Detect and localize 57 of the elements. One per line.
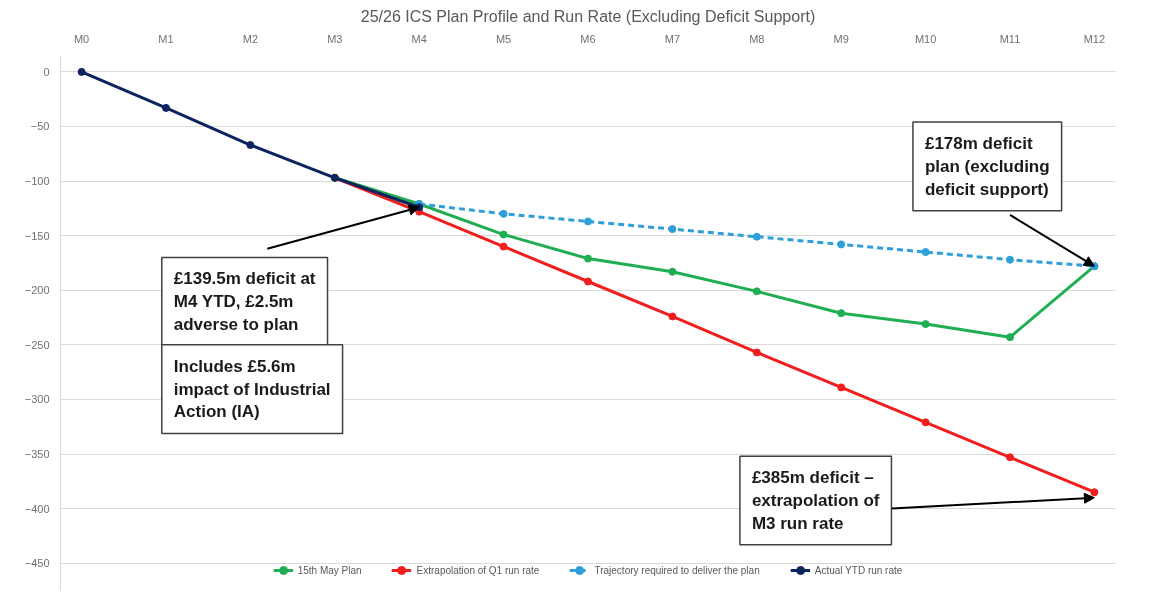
point: [77, 67, 86, 76]
point: [1006, 255, 1014, 264]
x-tick-label: M5: [495, 32, 512, 45]
point: [499, 230, 508, 239]
point: [837, 383, 846, 392]
x-tick-label: M2: [242, 32, 259, 45]
point: [162, 103, 170, 112]
y-tick-label: −150: [24, 229, 50, 242]
chart-title: 25/26 ICS Plan Profile and Run Rate (Excluding Deficit Support): [360, 7, 816, 25]
y-tick-label: −450: [24, 557, 50, 570]
point: [668, 312, 677, 321]
annotation: £385m deficit – extrapolation of M3 run rate: [751, 468, 880, 533]
y-tick-label: −350: [24, 448, 50, 461]
x-tick-label: M10: [914, 32, 937, 45]
legend-label: 15th May Plan: [297, 564, 362, 576]
y-tick-label: 0: [43, 65, 50, 78]
y-tick-label: −100: [24, 175, 50, 188]
legend-label: Actual YTD run rate: [814, 564, 903, 576]
annotation: Includes £5.6m impact of Industrial Action (IA): [173, 356, 331, 422]
x-tick-label: M0: [73, 32, 90, 45]
x-tick-label: M11: [999, 32, 1021, 45]
point: [752, 287, 761, 296]
point: [837, 309, 846, 318]
point: [752, 348, 761, 357]
point: [921, 418, 930, 427]
point: [1090, 488, 1099, 497]
point: [752, 232, 761, 241]
y-tick-label: −50: [30, 120, 50, 133]
x-tick-label: M7: [664, 32, 681, 45]
point: [1006, 453, 1014, 462]
legend-label: Extrapolation of Q1 run rate: [416, 564, 540, 576]
y-tick-label: −300: [24, 393, 50, 406]
point: [668, 267, 677, 276]
point: [584, 277, 592, 286]
point: [246, 141, 255, 150]
point: [1006, 333, 1014, 342]
legend-label: Trajectory required to deliver the plan: [594, 564, 760, 576]
x-tick-label: M9: [833, 32, 849, 45]
point: [584, 254, 592, 263]
x-tick-label: M3: [327, 32, 343, 45]
annotation: £178m deficit plan (excluding deficit support): [924, 134, 1050, 199]
x-tick-label: M4: [411, 32, 427, 45]
point: [668, 225, 677, 234]
annotation: £139.5m deficit at M4 YTD, £2.5m adverse to plan: [173, 269, 316, 335]
point: [837, 240, 846, 249]
point: [921, 320, 930, 329]
y-tick-label: −200: [24, 284, 50, 297]
x-tick-label: M6: [580, 32, 596, 45]
point: [499, 242, 508, 251]
point: [921, 248, 930, 257]
point: [584, 217, 592, 226]
x-tick-label: M8: [749, 32, 765, 45]
x-tick-label: M1: [158, 32, 174, 45]
y-tick-label: −400: [24, 502, 50, 515]
x-tick-label: M12: [1083, 32, 1106, 45]
y-tick-label: −250: [24, 338, 50, 351]
point: [499, 209, 508, 218]
